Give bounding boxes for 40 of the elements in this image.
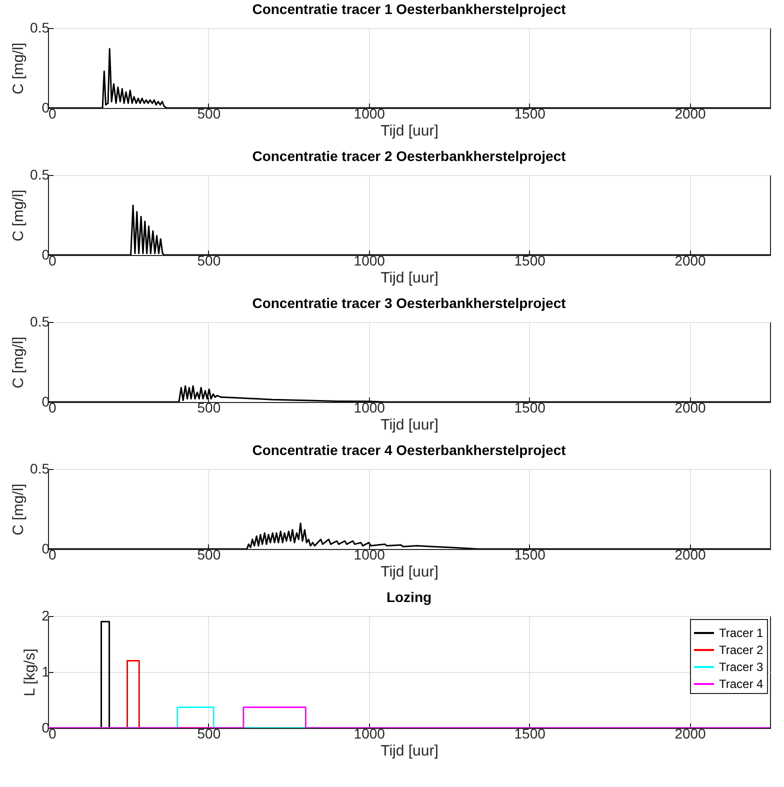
x-tick-label: 2000: [674, 400, 706, 416]
chart-title: Concentratie tracer 3 Oesterbankherstelproject: [252, 295, 566, 311]
chart-title: Concentratie tracer 2 Oesterbankherstelproject: [252, 148, 566, 164]
y-axis-title: C [mg/l]: [10, 190, 28, 242]
x-tick-label: 1000: [354, 252, 386, 268]
x-tick-label: 500: [197, 400, 221, 416]
x-tick-label: 500: [197, 726, 221, 742]
x-axis-title: Tijd [uur]: [380, 416, 438, 434]
legend-label: Tracer 1: [719, 626, 764, 640]
x-tick-label: 1500: [514, 252, 546, 268]
x-tick-label: 1000: [354, 400, 386, 416]
legend-label: Tracer 2: [719, 643, 764, 657]
x-axis-title: Tijd [uur]: [380, 122, 438, 140]
x-axis-title: Tijd [uur]: [380, 564, 438, 580]
chart-title: Concentratie tracer 1 Oesterbankherstelproject: [252, 1, 566, 17]
y-tick-label: 2: [42, 608, 50, 624]
x-axis-title: Tijd [uur]: [380, 742, 438, 760]
x-tick-label: 500: [197, 106, 221, 122]
legend-label: Tracer 3: [719, 660, 764, 674]
x-tick-label: 1500: [514, 400, 546, 416]
x-tick-label: 1000: [354, 106, 386, 122]
x-tick-label: 2000: [674, 252, 706, 268]
x-tick-label: 500: [197, 252, 221, 268]
chart-title: Concentratie tracer 4 Oesterbankherstelproject: [252, 442, 566, 458]
legend-label: Tracer 4: [719, 677, 764, 691]
y-axis-title: C [mg/l]: [10, 42, 28, 94]
x-tick-label: 1500: [514, 546, 546, 562]
x-tick-label: 1500: [514, 726, 546, 742]
x-tick-label: 1000: [354, 726, 386, 742]
x-tick-label: 2000: [674, 546, 706, 562]
y-axis-title: L [kg/s]: [22, 648, 39, 696]
x-tick-label: 1000: [354, 546, 386, 562]
x-tick-label: 1500: [514, 106, 546, 122]
x-tick-label: 500: [197, 546, 221, 562]
x-axis-title: Tijd [uur]: [380, 270, 438, 286]
y-axis-title: C [mg/l]: [10, 484, 28, 536]
x-tick-label: 2000: [674, 726, 706, 742]
y-axis-title: C [mg/l]: [10, 336, 28, 388]
x-tick-label: 2000: [674, 106, 706, 122]
chart-title: Lozing: [386, 589, 432, 605]
